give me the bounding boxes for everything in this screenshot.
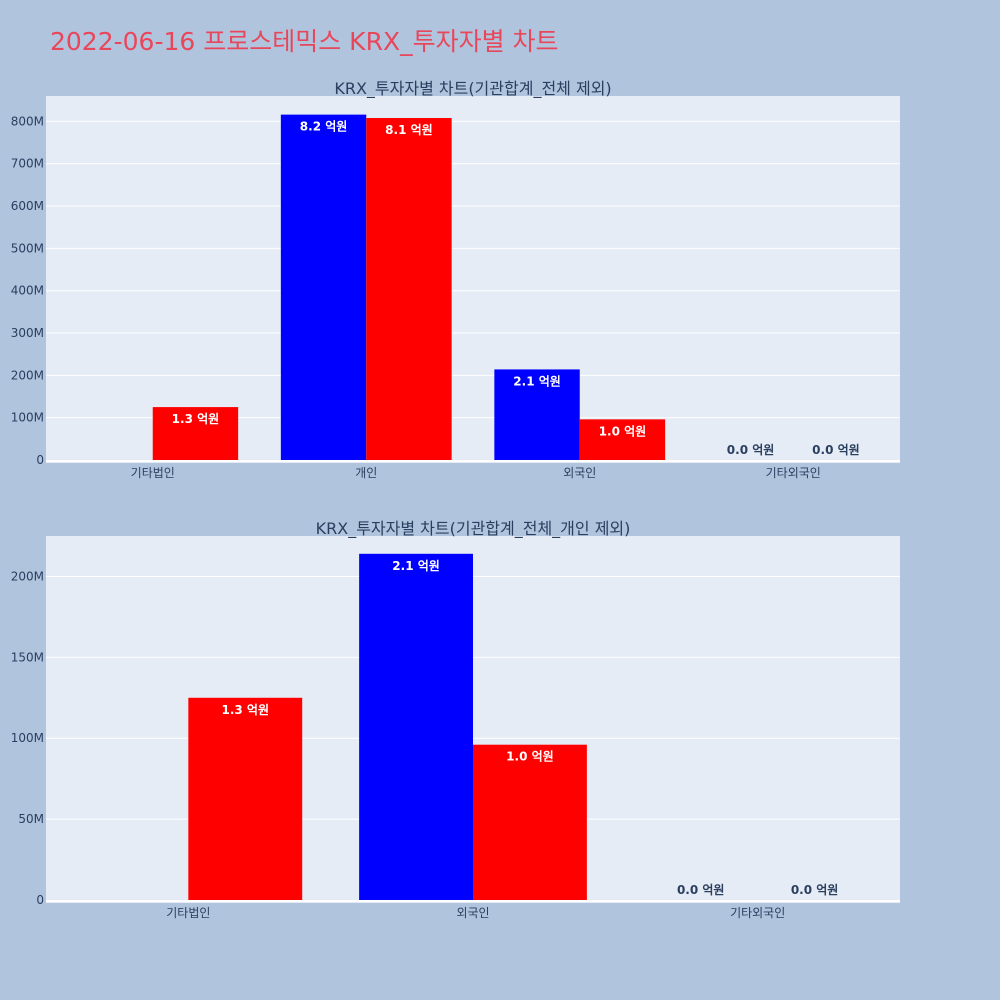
chart2-xtick-label: 기타법인 [166, 906, 210, 920]
chart1-ytick-label: 400M [11, 284, 44, 298]
chart2-data-label: 1.0 억원 [506, 750, 554, 764]
chart2-ytick-label: 0 [36, 893, 44, 907]
chart1-data-label: 8.1 억원 [385, 123, 433, 137]
chart1-bar [494, 369, 580, 460]
chart2-ytick-label: 100M [11, 731, 44, 745]
chart1-ytick-label: 500M [11, 241, 44, 255]
chart1-ytick-label: 700M [11, 157, 44, 171]
chart2-xtick-label: 외국인 [456, 906, 489, 920]
chart1-ytick-label: 100M [11, 411, 44, 425]
chart1-ytick-label: 600M [11, 199, 44, 213]
chart1-title: KRX_투자자별 차트(기관합계_전체 제외) [334, 79, 611, 99]
chart2-bar [359, 553, 473, 900]
chart2-ytick-label: 200M [11, 569, 44, 583]
chart1-data-label: 1.3 억원 [172, 412, 220, 426]
chart1-xtick-label: 기타외국인 [766, 466, 821, 480]
chart1-xtick-label: 개인 [355, 466, 377, 480]
chart1-data-label: 8.2 억원 [300, 120, 348, 134]
chart2-data-label: 1.3 억원 [222, 703, 270, 717]
chart1-data-label: 0.0 억원 [727, 443, 775, 457]
chart2-ytick-label: 50M [18, 812, 44, 826]
chart1-ytick-label: 300M [11, 326, 44, 340]
chart2-bar [188, 697, 303, 900]
chart1-ytick-label: 200M [11, 368, 44, 382]
chart1-data-label: 0.0 억원 [812, 443, 860, 457]
chart2-data-label: 2.1 억원 [392, 559, 440, 573]
chart1-bar [152, 407, 239, 460]
chart1-bar [280, 114, 367, 460]
chart2-ytick-label: 150M [11, 650, 44, 664]
chart1-bar [366, 118, 452, 460]
chart2-title: KRX_투자자별 차트(기관합계_전체_개인 제외) [316, 519, 631, 539]
chart1-plot-area [46, 96, 900, 463]
chart2-xtick-label: 기타외국인 [730, 906, 785, 920]
chart1-xtick-label: 기타법인 [131, 466, 175, 480]
chart1-ytick-label: 800M [11, 114, 44, 128]
chart2-bar [473, 744, 587, 900]
chart1-data-label: 2.1 억원 [513, 374, 561, 388]
chart2-data-label: 0.0 억원 [677, 883, 725, 897]
chart1-xtick-label: 외국인 [563, 466, 596, 480]
page-title: 2022-06-16 프로스테믹스 KRX_투자자별 차트 [50, 27, 559, 56]
chart2-data-label: 0.0 억원 [791, 883, 839, 897]
chart1-bar [579, 419, 666, 460]
chart1-ytick-label: 0 [36, 453, 44, 467]
chart1-data-label: 1.0 억원 [599, 424, 647, 438]
